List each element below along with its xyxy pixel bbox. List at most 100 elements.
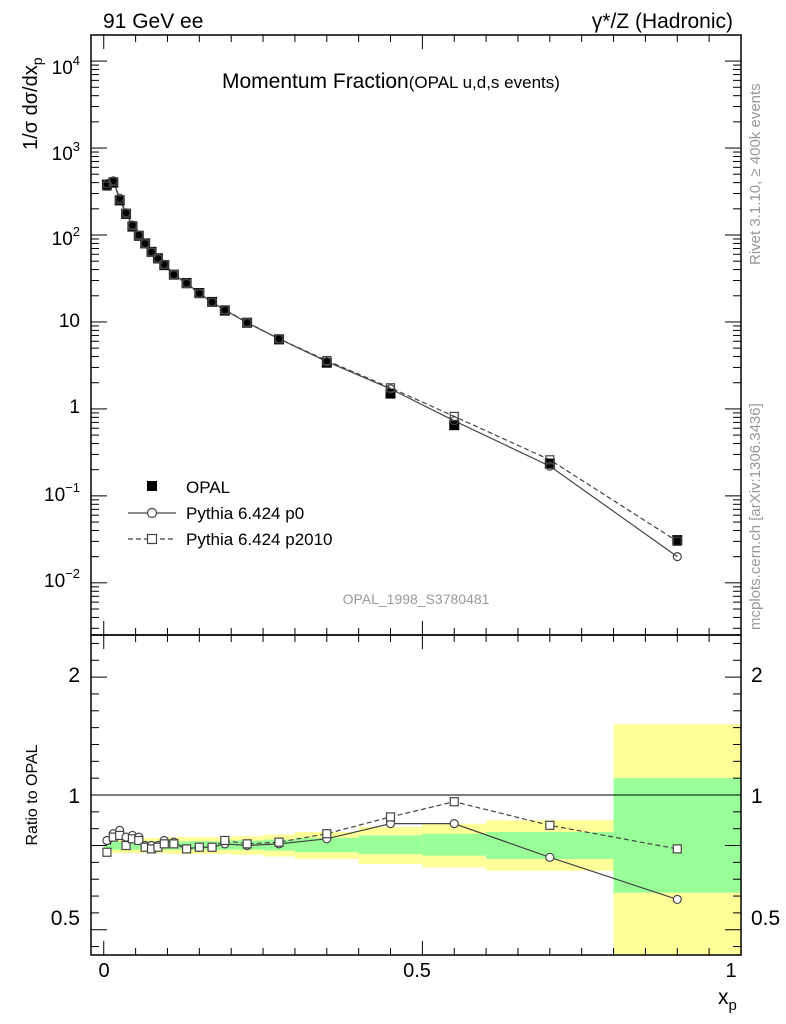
p2010-point [672,536,682,546]
legend-p0-marker [146,507,158,519]
ratio-tick-label-1: 1 [68,785,80,808]
ratio-p2010-point [207,842,217,852]
p2010-point [169,270,179,280]
ratio-band-inner-7 [294,837,359,853]
ratio-tick-label-0.5-right: 0.5 [751,907,780,930]
p2010-point [127,221,138,231]
y-tick-label-1e2: 102 [52,224,80,250]
y-tick-label-1e4: 104 [52,53,80,79]
legend-p2010-marker [146,533,158,545]
x-axis-label: xp [718,986,737,1014]
ratio-p2010-point [102,847,112,857]
y-tick-label-1: 1 [69,397,80,418]
p2010-point [108,177,118,187]
p2010-point [274,334,284,344]
y-tick-label-1e-1: 10−1 [44,480,80,506]
p2010-point [115,195,125,205]
ratio-p0-point [449,819,459,829]
opal-point [194,288,205,299]
x-tick-label-0.5: 0.5 [403,960,431,982]
y-tick-label-1e3: 103 [52,139,80,165]
x-tick-label-1: 1 [725,960,736,982]
opal-point [108,177,119,188]
opal-point [140,238,151,249]
p2010-point [140,239,150,249]
ratio-p2010-point [194,842,204,852]
ratio-band-inner-1 [110,841,130,850]
ratio-p2010-point [159,839,169,849]
rivet-label: Rivet 3.1.10, ≥ 400k events [747,83,764,265]
ratio-p2010-point [242,839,252,849]
ratio-band-inner-9 [422,833,487,856]
opal-point [385,388,396,399]
ratio-y-axis-label: Ratio to OPAL [24,744,41,845]
ratio-plot-frame [90,634,742,956]
p2010-point [194,288,204,299]
axis-ticks [91,35,742,955]
ratio-p2010-point [134,835,144,846]
ratio-p2010-point [121,840,131,851]
p0-point [545,461,555,471]
opal-point [152,253,163,264]
p2010-point [207,297,217,307]
p0-line [106,179,678,558]
opal-point [127,221,138,232]
header-left-label: 91 GeV ee [103,10,203,33]
ratio-tick-label-0.5: 0.5 [51,907,80,930]
p2010-point [121,208,131,218]
ratio-p0-point [545,852,555,862]
ratio-p2010-line [106,801,678,853]
ratio-tick-label-2-right: 2 [751,664,763,687]
opal-point [219,305,230,316]
opal-point [273,334,284,345]
p2010-point [322,355,332,366]
legend-opal-label: OPAL [186,478,230,497]
p2010-line [106,180,678,542]
p2010-point [153,254,163,264]
ratio-band-inner-11 [613,778,741,893]
y-tick-label-10: 10 [59,311,80,332]
legend-p2010-label: Pythia 6.424 p2010 [186,530,333,549]
opal-point [114,195,125,206]
ratio-tick-label-2: 2 [68,664,80,687]
ratio-p2010-point [322,829,332,839]
main-y-axis-label: 1/σ dσ/dxp [20,57,45,150]
ratio-p2010-point [385,812,396,822]
p2010-point [545,455,555,465]
p2010-point [242,317,252,327]
opal-point [242,317,253,328]
ratio-p0-point [672,894,682,905]
opal-point [121,208,132,219]
legend-p0-label: Pythia 6.424 p0 [186,504,304,523]
opal-point [168,269,179,280]
p2010-point [159,260,169,270]
p0-point [672,552,682,562]
ratio-p2010-point [449,797,459,807]
opal-point [159,260,170,271]
y-tick-label-1e-2: 10−2 [44,566,80,592]
opal-point [207,296,218,307]
opal-point [146,246,157,257]
ratio-p2010-point [169,839,179,849]
legend: OPAL Pythia 6.424 p0 Pythia 6.424 p2010 [128,478,333,549]
ratio-p2010-point [274,837,284,847]
ratio-p2010-point [181,844,192,854]
ratio-tick-label-1-right: 1 [751,785,763,808]
ratio-series-group [102,797,682,905]
p2010-point [449,411,459,422]
header-right-label: γ*/Z (Hadronic) [592,10,733,33]
opal-point [133,230,144,241]
x-tick-label-0: 0 [98,960,109,982]
p2010-point [220,305,230,315]
opal-point [321,357,332,368]
plot-title: Momentum Fraction(OPAL u,d,s events) [222,70,560,93]
ratio-p2010-point [220,835,230,846]
ratio-p2010-point [545,820,555,830]
ratio-band-inner-2 [129,841,149,850]
opal-point [101,179,112,190]
p2010-point [134,230,144,240]
ratio-band-inner-8 [358,835,423,854]
ratio-bands [103,724,741,955]
p2010-point [385,383,396,393]
